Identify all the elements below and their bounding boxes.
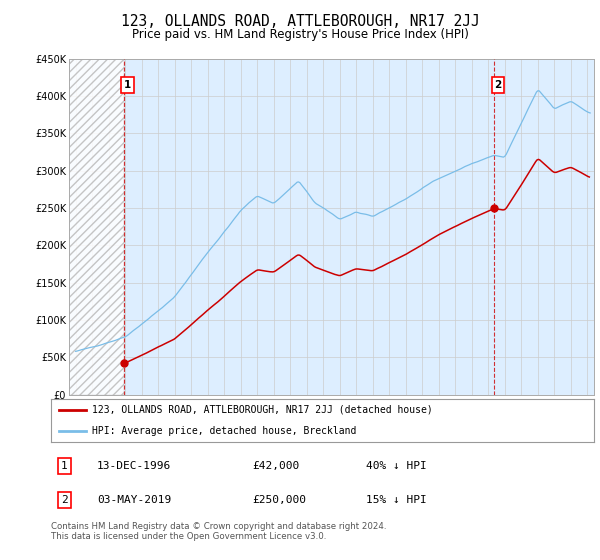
Text: 40% ↓ HPI: 40% ↓ HPI (366, 461, 427, 471)
Text: 2: 2 (61, 495, 68, 505)
Text: £42,000: £42,000 (252, 461, 299, 471)
Text: 2: 2 (494, 80, 502, 90)
Text: 1: 1 (124, 80, 131, 90)
Text: Contains HM Land Registry data © Crown copyright and database right 2024.: Contains HM Land Registry data © Crown c… (51, 522, 386, 531)
Text: 123, OLLANDS ROAD, ATTLEBOROUGH, NR17 2JJ: 123, OLLANDS ROAD, ATTLEBOROUGH, NR17 2J… (121, 14, 479, 29)
Text: Price paid vs. HM Land Registry's House Price Index (HPI): Price paid vs. HM Land Registry's House … (131, 28, 469, 41)
Text: 1: 1 (61, 461, 68, 471)
Bar (69, 59, 124, 395)
Text: HPI: Average price, detached house, Breckland: HPI: Average price, detached house, Brec… (92, 427, 356, 436)
Text: 123, OLLANDS ROAD, ATTLEBOROUGH, NR17 2JJ (detached house): 123, OLLANDS ROAD, ATTLEBOROUGH, NR17 2J… (92, 405, 433, 414)
Text: 03-MAY-2019: 03-MAY-2019 (97, 495, 172, 505)
Text: 15% ↓ HPI: 15% ↓ HPI (366, 495, 427, 505)
Text: £250,000: £250,000 (252, 495, 306, 505)
Text: 13-DEC-1996: 13-DEC-1996 (97, 461, 172, 471)
Text: This data is licensed under the Open Government Licence v3.0.: This data is licensed under the Open Gov… (51, 532, 326, 541)
